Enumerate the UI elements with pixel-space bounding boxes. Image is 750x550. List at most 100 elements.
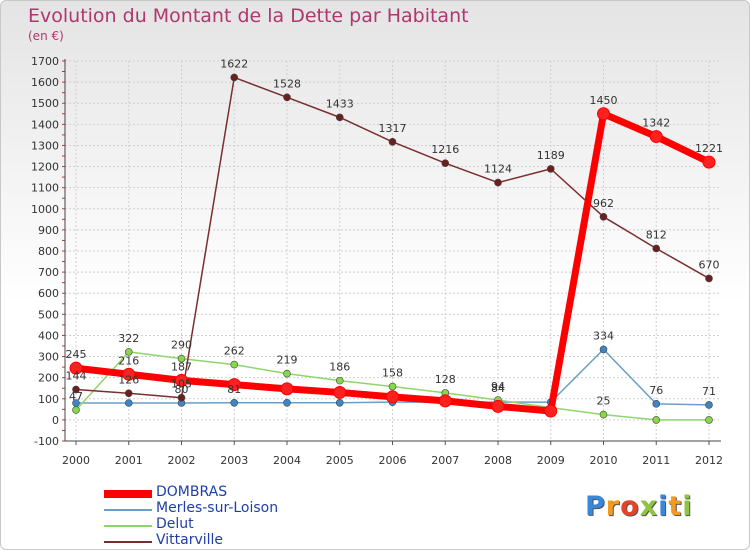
data-point (230, 73, 239, 82)
logo-letter: i (682, 491, 693, 522)
x-tick-label: 2011 (642, 454, 670, 467)
data-point (705, 416, 713, 424)
data-label: 1450 (590, 94, 618, 107)
data-label: 1221 (695, 142, 723, 155)
data-point (599, 345, 608, 354)
data-label: 812 (646, 228, 667, 241)
y-tick-label: 1000 (31, 203, 59, 216)
x-tick-label: 2001 (115, 454, 143, 467)
data-point (283, 369, 291, 378)
logo-letter: o (620, 491, 640, 522)
data-point (652, 244, 661, 253)
data-label: 219 (277, 354, 298, 367)
x-tick-label: 2009 (537, 454, 565, 467)
data-label: 216 (118, 354, 139, 367)
data-point (69, 361, 83, 375)
x-tick-label: 2004 (273, 454, 301, 467)
data-label: 670 (699, 258, 720, 271)
x-tick-label: 2005 (326, 454, 354, 467)
data-point (388, 138, 397, 146)
data-label: 290 (171, 339, 192, 352)
data-label: 144 (66, 369, 87, 382)
data-label: 187 (171, 360, 192, 373)
data-point (72, 385, 80, 394)
data-label: 1622 (220, 57, 248, 70)
data-label: 126 (118, 373, 139, 386)
x-tick-label: 2007 (431, 454, 459, 467)
data-label: 25 (597, 395, 611, 408)
data-point (230, 360, 239, 369)
data-label: 1317 (379, 122, 407, 135)
data-point (280, 382, 294, 396)
data-point (705, 401, 713, 409)
data-point (491, 399, 505, 413)
data-point (175, 373, 188, 387)
data-label: 245 (66, 348, 87, 361)
y-tick-label: 800 (38, 245, 59, 258)
y-tick-label: 600 (38, 287, 59, 300)
proxiti-logo: Proxiti (585, 491, 693, 522)
data-point (333, 385, 347, 399)
data-label: 128 (435, 373, 456, 386)
data-label: 1433 (326, 97, 354, 110)
data-label: 1528 (273, 77, 301, 90)
data-label: 1124 (484, 163, 512, 176)
legend-label: Merles-sur-Loison (156, 500, 279, 516)
data-point (702, 155, 716, 169)
data-label: 80 (175, 383, 189, 396)
data-point (438, 394, 452, 408)
data-point (230, 398, 239, 407)
data-point (124, 348, 133, 356)
data-point (122, 367, 136, 381)
y-tick-label: 1700 (31, 55, 59, 68)
y-tick-label: -100 (34, 435, 59, 448)
legend-swatch (104, 525, 152, 527)
data-point (227, 378, 241, 392)
data-point (649, 130, 663, 144)
logo-letter: x (639, 491, 659, 522)
data-label: 962 (593, 197, 614, 210)
x-tick-label: 2000 (62, 454, 90, 467)
data-point (72, 406, 80, 414)
data-label: 186 (329, 361, 350, 374)
data-label: 94 (491, 380, 505, 393)
legend-swatch (104, 541, 152, 543)
data-label: 76 (649, 384, 663, 397)
data-label: 262 (224, 345, 245, 358)
data-label: 47 (69, 390, 83, 403)
data-point (388, 382, 397, 391)
x-tick-label: 2008 (484, 454, 512, 467)
y-tick-label: 1300 (31, 139, 59, 152)
data-label: 1216 (431, 143, 459, 156)
data-label: 84 (491, 382, 505, 395)
data-point (441, 159, 450, 167)
data-point (599, 213, 608, 221)
data-point (494, 178, 502, 187)
data-point (544, 404, 558, 418)
legend-label: Delut (156, 516, 194, 532)
data-labels: 245 216 187 1450 1342 1221 80 81 84 334 76 71 47 322 2… (66, 57, 724, 407)
y-tick-label: 200 (38, 372, 59, 385)
y-tick-label: 1100 (31, 182, 59, 195)
data-point (652, 400, 661, 408)
y-tick-label: 0 (52, 414, 59, 427)
legend-label: DOMBRAS (156, 484, 228, 500)
chart-subtitle: (en €) (28, 29, 64, 43)
data-point (335, 398, 344, 407)
x-tick-label: 2002 (168, 454, 196, 467)
data-point (599, 410, 608, 419)
legend-swatch (104, 490, 152, 498)
logo-letter: i (658, 491, 669, 522)
data-point (177, 354, 186, 363)
data-point (177, 393, 186, 402)
y-tick-label: 1600 (31, 76, 59, 89)
data-point (546, 165, 555, 173)
data-point (283, 398, 291, 407)
data-point (124, 399, 133, 407)
data-label: 1189 (537, 149, 565, 162)
data-point (652, 416, 661, 424)
data-point (386, 390, 399, 404)
y-tick-label: 900 (38, 224, 59, 237)
